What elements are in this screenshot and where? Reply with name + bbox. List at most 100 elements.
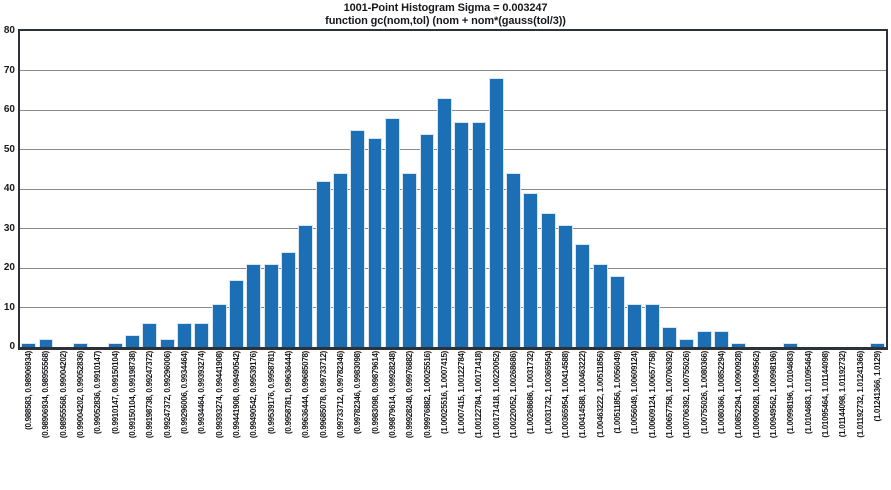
histogram-bar — [696, 331, 712, 347]
x-tick-label: (1.00900928, 1.00949562) — [751, 351, 761, 439]
x-tick-label: (0.99150104, 0.99198738) — [128, 351, 138, 439]
histogram-bar — [783, 343, 799, 347]
x-tick-label: (1.00755026, 1.0080366) — [699, 351, 709, 434]
x-tick-label: (0.99296006, 0.9934464) — [180, 351, 190, 434]
x-tick-label: (0.9910147, 0.99150104) — [110, 351, 120, 434]
x-tick-label: (0.9958781, 0.99636444) — [283, 351, 293, 434]
histogram-bar — [21, 343, 37, 347]
x-tick-label: (0.988583, 0.98906934) — [24, 351, 34, 430]
plot-area — [18, 29, 888, 350]
histogram-bar — [281, 252, 296, 347]
histogram-bar — [315, 181, 331, 347]
histogram-bar — [869, 343, 885, 347]
histogram-bar — [662, 327, 677, 347]
histogram-bar — [610, 275, 625, 347]
x-tick-label: (0.9934464, 0.99393274) — [197, 351, 207, 434]
x-tick-label: (0.99247372, 0.99296006) — [162, 351, 172, 439]
y-tick-label: 80 — [3, 25, 15, 36]
x-tick-label: (1.00220052, 1.00268686) — [509, 351, 519, 439]
x-tick-label: (1.00171418, 1.00220052) — [491, 351, 501, 439]
x-tick-label: (0.99052836, 0.9910147) — [93, 351, 103, 434]
histogram-bar — [107, 343, 123, 347]
histogram-bar — [523, 192, 539, 347]
x-tick-label: (0.99441908, 0.99490542) — [232, 351, 241, 439]
x-tick-label: (1.0080366, 1.00852294) — [716, 351, 726, 434]
y-tick-label: 20 — [3, 262, 15, 273]
x-tick-label: (0.99636444, 0.99685078) — [301, 351, 311, 439]
histogram-bar — [419, 133, 435, 347]
histogram-bar — [575, 244, 591, 347]
y-tick-label: 10 — [3, 301, 15, 313]
x-tick-label: (1.00268686, 1.0031732) — [526, 351, 536, 434]
histogram-bar — [384, 117, 400, 347]
histogram-bar — [506, 173, 522, 347]
x-tick-label: (1.00463222, 1.00511856) — [595, 351, 605, 438]
histogram-bar — [488, 78, 504, 347]
x-tick-label: (1.00949562, 1.00998196) — [768, 351, 778, 439]
histogram-bar — [644, 303, 660, 347]
x-tick-label: (0.99685078, 0.99733712) — [318, 351, 328, 439]
x-tick-label: (1.01241366, 1.0129) — [872, 351, 882, 422]
gridline — [20, 188, 886, 190]
histogram-bar — [627, 303, 643, 347]
gridline — [20, 149, 886, 150]
x-tick-label: (1.01144098, 1.01192732) — [838, 351, 848, 438]
gridline — [20, 228, 886, 229]
x-tick-label: (0.99879614, 0.99928248) — [387, 351, 397, 439]
histogram-bar — [38, 339, 54, 347]
x-tick-label: (1.0104683, 1.01095464) — [803, 351, 813, 434]
histogram-bar — [471, 121, 487, 347]
x-tick-label: (0.99004202, 0.99052836) — [76, 351, 86, 439]
histogram-bar — [229, 279, 244, 347]
x-tick-label: (0.99733712, 0.99782346) — [335, 351, 345, 439]
histogram-bar — [263, 264, 279, 347]
chart-title: 1001-Point Histogram Sigma = 0.003247 — [343, 2, 548, 14]
x-tick-label: (1.0056049, 1.00609124) — [630, 351, 640, 434]
histogram-bar — [246, 264, 262, 347]
x-tick-label: (0.99976882, 1.00025516) — [422, 351, 432, 439]
histogram-bar — [177, 323, 192, 347]
x-tick-label: (1.00706392, 1.00755026) — [682, 351, 692, 439]
y-tick-label: 30 — [3, 222, 15, 234]
x-tick-label: (1.00365954, 1.00414588) — [561, 351, 571, 439]
x-tick-label: (1.00609124, 1.00657758) — [647, 351, 657, 439]
histogram-bar — [73, 343, 89, 347]
histogram-bar — [159, 339, 175, 347]
histogram-bar — [350, 129, 366, 347]
histogram-bar — [332, 173, 348, 347]
y-tick-label: 50 — [3, 143, 15, 155]
y-tick-label: 0 — [9, 341, 15, 352]
x-tick-label: (0.99539176, 0.9958781) — [266, 351, 276, 434]
x-tick-label: (1.0031732, 1.00365954) — [543, 351, 553, 434]
histogram-bar — [454, 121, 470, 347]
histogram-bar — [194, 323, 210, 347]
histogram-bar — [298, 224, 314, 347]
x-tick-label: (1.00122784, 1.00171418) — [474, 351, 484, 439]
histogram-bar — [402, 173, 418, 347]
histogram-bar — [540, 212, 556, 347]
gridline — [20, 267, 886, 269]
gridline — [20, 70, 886, 71]
x-tick-label: (1.00511856, 1.0056049) — [613, 351, 623, 434]
histogram-bar — [367, 137, 383, 347]
x-tick-label: (1.00852294, 1.00900928) — [734, 351, 744, 439]
x-tick-label: (1.00998196, 1.0104683) — [786, 351, 796, 434]
histogram-bar — [592, 264, 608, 347]
histogram-bar — [558, 224, 573, 347]
x-tick-label: (0.9983098, 0.99879614) — [370, 351, 380, 434]
histogram-bar — [142, 323, 158, 347]
x-tick-label: (1.01095464, 1.01144098) — [820, 351, 830, 438]
x-tick-label: (0.98955568, 0.99004202) — [58, 351, 68, 439]
x-tick-label: (1.01192732, 1.01241366) — [855, 351, 865, 438]
histogram-bar — [714, 331, 729, 347]
x-tick-label: (0.99782346, 0.9983098) — [353, 351, 363, 434]
gridline — [20, 109, 886, 111]
x-tick-label: (1.00025516, 1.0007415) — [439, 351, 449, 434]
histogram-bar — [679, 339, 695, 347]
x-tick-label: (0.98906934, 0.98955568) — [41, 351, 51, 439]
x-tick-label: (0.99490542, 0.99539176) — [249, 351, 259, 439]
histogram-bar — [731, 343, 747, 347]
x-tick-label: (1.0007415, 1.00122784) — [457, 351, 467, 434]
histogram-bar — [125, 335, 140, 347]
